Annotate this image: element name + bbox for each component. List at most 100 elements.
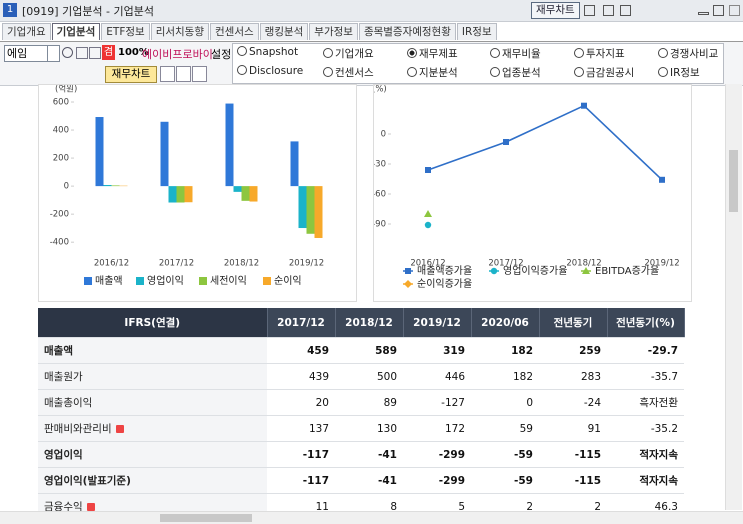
tab[interactable]: 부가정보	[309, 23, 358, 40]
cell: -24	[539, 390, 607, 416]
dropdown[interactable]	[47, 45, 60, 62]
legend-label: 매출액	[95, 275, 123, 287]
legend-swatch	[263, 277, 271, 285]
radio[interactable]: 금감원공시	[574, 65, 634, 80]
close[interactable]	[729, 5, 740, 16]
tab[interactable]: ETF정보	[101, 23, 149, 40]
cell: -117	[267, 442, 335, 468]
radio[interactable]: IR정보	[658, 65, 700, 80]
point	[424, 210, 432, 217]
header-cell: 2020/06	[471, 308, 539, 338]
cell: -41	[335, 468, 403, 494]
radio[interactable]: 경쟁사비교	[658, 46, 718, 61]
bar	[177, 186, 185, 202]
x-tick-label: 2019/12	[289, 259, 324, 269]
tab[interactable]: 랭킹분석	[260, 23, 309, 40]
cell: 172	[403, 416, 471, 442]
setting[interactable]: 설정	[211, 46, 231, 62]
tab[interactable]: 기업분석	[52, 23, 101, 40]
bar	[161, 122, 169, 186]
legend-swatch	[84, 277, 92, 285]
icon[interactable]	[584, 5, 595, 16]
chart-button[interactable]: 재무차트	[105, 66, 157, 83]
tab[interactable]: 컨센서스	[210, 23, 259, 40]
y-tick-label: 0	[381, 130, 386, 140]
cell: 259	[539, 338, 607, 364]
y-tick-label: -60	[374, 190, 386, 200]
radio[interactable]: Disclosure	[237, 65, 303, 77]
point	[425, 167, 431, 173]
chart-button[interactable]: 재무차트	[531, 2, 580, 19]
icon[interactable]	[603, 5, 614, 16]
window-id: 1	[3, 3, 17, 17]
tab[interactable]: 기업개요	[2, 23, 51, 40]
cell: 500	[335, 364, 403, 390]
icon[interactable]	[76, 47, 88, 59]
legend-label: 매출액증가율	[417, 265, 472, 277]
axis-label: (%)	[374, 85, 387, 95]
cell: -117	[267, 468, 335, 494]
row-label-text: 매출원가	[44, 371, 83, 383]
legend-label: EBITDA증가율	[595, 265, 659, 277]
stock-name: 에이비프로바이	[142, 46, 213, 62]
icon[interactable]	[620, 5, 631, 16]
point	[659, 177, 665, 183]
cell: 20	[267, 390, 335, 416]
scroll-thumb[interactable]	[729, 150, 738, 212]
cell: 182	[471, 338, 539, 364]
scroll-thumb[interactable]	[160, 514, 252, 522]
maximize[interactable]	[713, 5, 724, 16]
point	[581, 103, 587, 109]
legend-swatch	[199, 277, 207, 285]
tab[interactable]: 리서치동향	[151, 23, 209, 40]
tab[interactable]: 종목별증자예정현황	[359, 23, 456, 40]
y-tick-label: -30	[374, 160, 386, 170]
cell: 59	[471, 416, 539, 442]
minimize[interactable]	[698, 12, 709, 15]
icon[interactable]	[176, 66, 191, 82]
radio[interactable]: Snapshot	[237, 46, 298, 58]
radio[interactable]: 컨센서스	[323, 65, 374, 80]
mark-badge: 겸	[102, 45, 115, 60]
radio[interactable]: 지분분석	[407, 65, 458, 80]
row-label: 판매비와관리비	[38, 416, 267, 442]
title-bar: 1 [0919] 기업분석 - 기업분석 재무차트	[0, 0, 743, 22]
cell: -115	[539, 442, 607, 468]
cell: 589	[335, 338, 403, 364]
radio[interactable]: 기업개요	[323, 46, 374, 61]
search-icon[interactable]	[62, 47, 73, 58]
y-tick-label: 0	[64, 182, 69, 192]
cell: -29.7	[607, 338, 684, 364]
header-cell: 2019/12	[403, 308, 471, 338]
cell: -299	[403, 442, 471, 468]
bar	[96, 117, 104, 186]
row-label-text: 영업이익	[44, 449, 83, 461]
y-tick-label: -400	[50, 238, 69, 248]
point	[503, 139, 509, 145]
radio[interactable]: 업종분석	[490, 65, 541, 80]
icon[interactable]	[160, 66, 175, 82]
line-chart: (%)0-30-60-902016/122017/122018/122019/1…	[374, 85, 691, 301]
horizontal-scrollbar[interactable]	[0, 511, 743, 524]
header-cell: 2017/12	[267, 308, 335, 338]
expand-icon[interactable]	[116, 425, 124, 433]
bar	[169, 186, 177, 202]
radio[interactable]: 재무비율	[490, 46, 541, 61]
header-cell: 전년동기	[539, 308, 607, 338]
radio[interactable]: 재무제표	[407, 46, 458, 61]
tab[interactable]: IR정보	[457, 23, 497, 40]
cell: -115	[539, 468, 607, 494]
icon[interactable]	[89, 47, 101, 59]
expand-icon[interactable]	[87, 503, 95, 511]
vertical-scrollbar[interactable]	[725, 84, 742, 510]
code-input[interactable]: 에임	[4, 45, 48, 62]
legend-swatch	[136, 277, 144, 285]
axis-label: (억원)	[55, 85, 77, 95]
icon[interactable]	[192, 66, 207, 82]
radio[interactable]: 투자지표	[574, 46, 625, 61]
